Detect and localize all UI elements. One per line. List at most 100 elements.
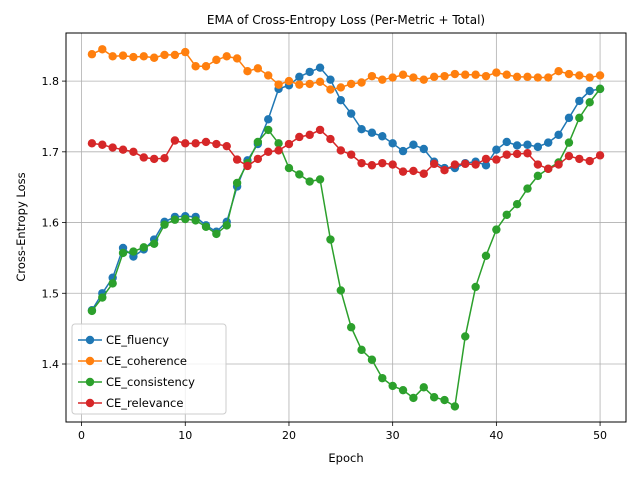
data-point: [450, 69, 460, 79]
data-point: [129, 147, 138, 157]
data-point: [512, 141, 522, 150]
plot-frame: [65, 32, 627, 423]
data-point: [357, 158, 366, 168]
data-point: [481, 154, 491, 164]
data-point: [160, 153, 169, 163]
legend-swatch-marker: [85, 398, 95, 408]
data-point: [326, 75, 335, 84]
data-point: [419, 169, 428, 178]
data-point: [149, 53, 159, 62]
x-axis: 0 10 20 30 40 50: [78, 422, 607, 442]
y-axis-label: Cross-Entropy Loss: [14, 172, 28, 281]
data-point: [274, 80, 283, 89]
y-tick-label: 1.7: [42, 146, 60, 159]
data-point: [564, 138, 574, 147]
data-point: [315, 63, 325, 72]
data-point: [295, 132, 304, 142]
data-point: [326, 85, 335, 94]
data-point: [212, 139, 221, 149]
x-axis-label: Epoch: [328, 451, 363, 465]
data-point: [108, 52, 117, 61]
data-point: [253, 137, 263, 147]
data-point: [585, 86, 594, 96]
data-point: [429, 393, 439, 402]
legend-item: CE_consistency: [78, 375, 195, 389]
data-point: [118, 51, 128, 60]
series-layer: [87, 45, 605, 411]
data-point: [315, 77, 325, 87]
data-point: [533, 160, 543, 169]
data-point: [212, 229, 221, 239]
legend-label: CE_relevance: [106, 396, 183, 410]
data-point: [274, 146, 283, 155]
data-point: [357, 78, 366, 87]
data-point: [253, 154, 263, 164]
data-point: [461, 332, 470, 341]
data-point: [481, 161, 491, 170]
data-point: [367, 355, 377, 364]
data-point: [243, 161, 252, 171]
y-tick-label: 1.5: [42, 287, 60, 300]
data-point: [461, 159, 470, 169]
data-point: [222, 141, 231, 151]
data-point: [305, 79, 314, 89]
data-point: [554, 66, 563, 76]
legend-swatch-marker: [85, 377, 95, 387]
x-tick-label: 10: [178, 429, 192, 442]
data-point: [398, 146, 408, 156]
y-tick-label: 1.8: [42, 75, 60, 88]
data-point: [367, 71, 377, 81]
data-point: [170, 136, 180, 145]
legend-swatch-marker: [85, 356, 95, 366]
data-point: [181, 47, 190, 57]
data-point: [108, 279, 117, 288]
data-point: [523, 72, 532, 82]
data-point: [336, 83, 346, 92]
data-point: [336, 286, 346, 295]
data-point: [595, 71, 605, 80]
data-point: [191, 62, 200, 71]
data-point: [295, 80, 304, 89]
data-point: [295, 170, 304, 179]
data-point: [492, 225, 501, 234]
data-point: [243, 66, 252, 76]
data-point: [450, 402, 460, 411]
data-point: [129, 247, 138, 256]
data-point: [98, 45, 107, 54]
data-point: [398, 167, 408, 176]
data-point: [181, 214, 190, 224]
x-tick-label: 40: [489, 429, 503, 442]
data-point: [544, 73, 553, 82]
data-point: [118, 145, 128, 154]
data-point: [357, 345, 366, 355]
data-point: [232, 178, 242, 188]
data-point: [346, 79, 356, 89]
data-point: [502, 150, 511, 159]
data-point: [388, 73, 397, 82]
data-point: [98, 140, 107, 149]
data-point: [315, 125, 325, 135]
data-point: [378, 132, 387, 141]
data-point: [305, 177, 314, 186]
data-point: [346, 323, 356, 332]
data-point: [326, 235, 335, 244]
data-point: [564, 69, 574, 79]
data-point: [378, 75, 387, 84]
legend-item: CE_relevance: [78, 396, 183, 410]
data-point: [284, 139, 294, 149]
data-point: [544, 164, 553, 173]
data-point: [118, 248, 128, 258]
data-point: [481, 251, 491, 260]
data-point: [409, 73, 418, 82]
data-point: [326, 134, 335, 144]
data-point: [87, 139, 97, 148]
chart-title: EMA of Cross-Entropy Loss (Per-Metric + …: [207, 13, 485, 27]
data-point: [502, 137, 511, 147]
data-point: [274, 139, 283, 148]
data-point: [512, 72, 522, 82]
data-point: [440, 71, 449, 81]
data-point: [305, 67, 314, 77]
data-point: [440, 395, 449, 405]
data-point: [149, 154, 159, 164]
data-point: [201, 222, 211, 231]
